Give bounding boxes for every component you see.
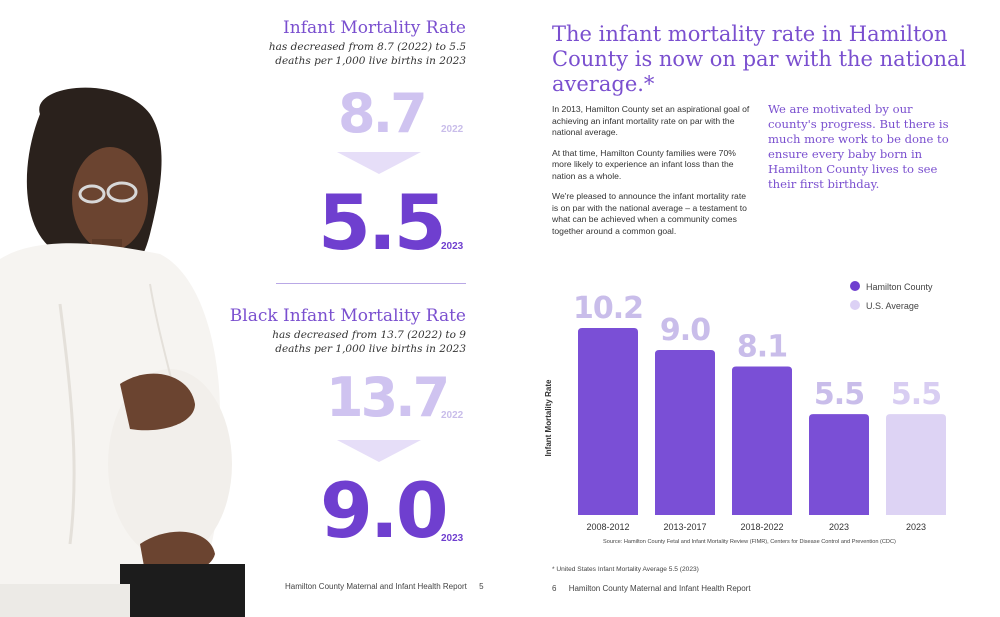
x-tick-label: 2013-2017 xyxy=(663,522,706,532)
chart-source: Source: Hamilton County Fetal and Infant… xyxy=(603,539,896,545)
down-arrow-icon xyxy=(337,152,421,174)
right-page-number: 6 xyxy=(552,584,557,593)
legend-swatch-hamilton xyxy=(850,281,860,291)
section-divider xyxy=(276,283,466,284)
body-paragraph: In 2013, Hamilton County set an aspirati… xyxy=(552,104,750,137)
bar-hamilton-1 xyxy=(655,350,715,515)
bar-value-label: 10.2 xyxy=(573,291,643,326)
black-infant-mortality-subtitle: has decreased from 13.7 (2022) to 9 deat… xyxy=(272,329,466,355)
x-tick-label: 2018-2022 xyxy=(740,522,783,532)
body-text: In 2013, Hamilton County set an aspirati… xyxy=(552,104,752,246)
body-paragraph: We're pleased to announce the infant mor… xyxy=(552,191,747,236)
black-infant-mortality-title: Black Infant Mortality Rate xyxy=(229,306,466,326)
down-arrow-icon xyxy=(337,440,421,462)
right-footer: 6 Hamilton County Maternal and Infant He… xyxy=(552,584,751,593)
page-headline: The infant mortality rate in Hamilton Co… xyxy=(552,22,967,96)
woman-photo xyxy=(0,87,245,617)
left-footer-text: Hamilton County Maternal and Infant Heal… xyxy=(285,582,467,591)
legend-item-us-average: U.S. Average xyxy=(850,300,919,311)
bar-hamilton-3 xyxy=(809,414,869,515)
legend-item-hamilton: Hamilton County xyxy=(850,281,933,292)
x-tick-label: 2023 xyxy=(829,522,849,532)
y-axis-label: Infant Mortality Rate xyxy=(544,379,553,456)
infant-new-value: 5.5 xyxy=(318,178,447,267)
legend-label-hamilton: Hamilton County xyxy=(866,282,933,292)
infant-new-year: 2023 xyxy=(441,241,464,252)
infant-mortality-title: Infant Mortality Rate xyxy=(283,18,466,38)
bar-hamilton-2 xyxy=(732,366,792,515)
x-tick-label: 2023 xyxy=(906,522,926,532)
infant-old-year: 2022 xyxy=(441,124,464,135)
left-page-number: 5 xyxy=(479,582,484,591)
footnote: * United States Infant Mortality Average… xyxy=(552,566,699,573)
black-infant-old-year: 2022 xyxy=(441,410,464,421)
pull-quote: We are motivated by our county's progres… xyxy=(768,102,949,191)
infant-mortality-subtitle: has decreased from 8.7 (2022) to 5.5 dea… xyxy=(268,41,466,67)
black-infant-new-value: 9.0 xyxy=(320,466,449,555)
black-infant-new-year: 2023 xyxy=(441,533,464,544)
left-footer: Hamilton County Maternal and Infant Heal… xyxy=(285,582,484,591)
legend-swatch-us-average xyxy=(850,300,860,310)
right-footer-text: Hamilton County Maternal and Infant Heal… xyxy=(568,584,751,593)
infant-mortality-bar-chart: Infant Mortality Rate 10.2 2008-2012 9.0 201… xyxy=(544,291,946,532)
black-infant-old-value: 13.7 xyxy=(326,366,450,429)
bar-hamilton-0 xyxy=(578,328,638,515)
legend-label-us-average: U.S. Average xyxy=(866,301,919,311)
body-paragraph: At that time, Hamilton County families w… xyxy=(552,147,736,181)
bar-value-label: 5.5 xyxy=(891,377,941,412)
bar-value-label: 5.5 xyxy=(814,377,864,412)
bar-value-label: 8.1 xyxy=(737,330,787,365)
infant-old-value: 8.7 xyxy=(338,82,428,145)
x-tick-label: 2008-2012 xyxy=(586,522,629,532)
bar-value-label: 9.0 xyxy=(660,313,710,348)
bar-us-average-4 xyxy=(886,414,946,515)
